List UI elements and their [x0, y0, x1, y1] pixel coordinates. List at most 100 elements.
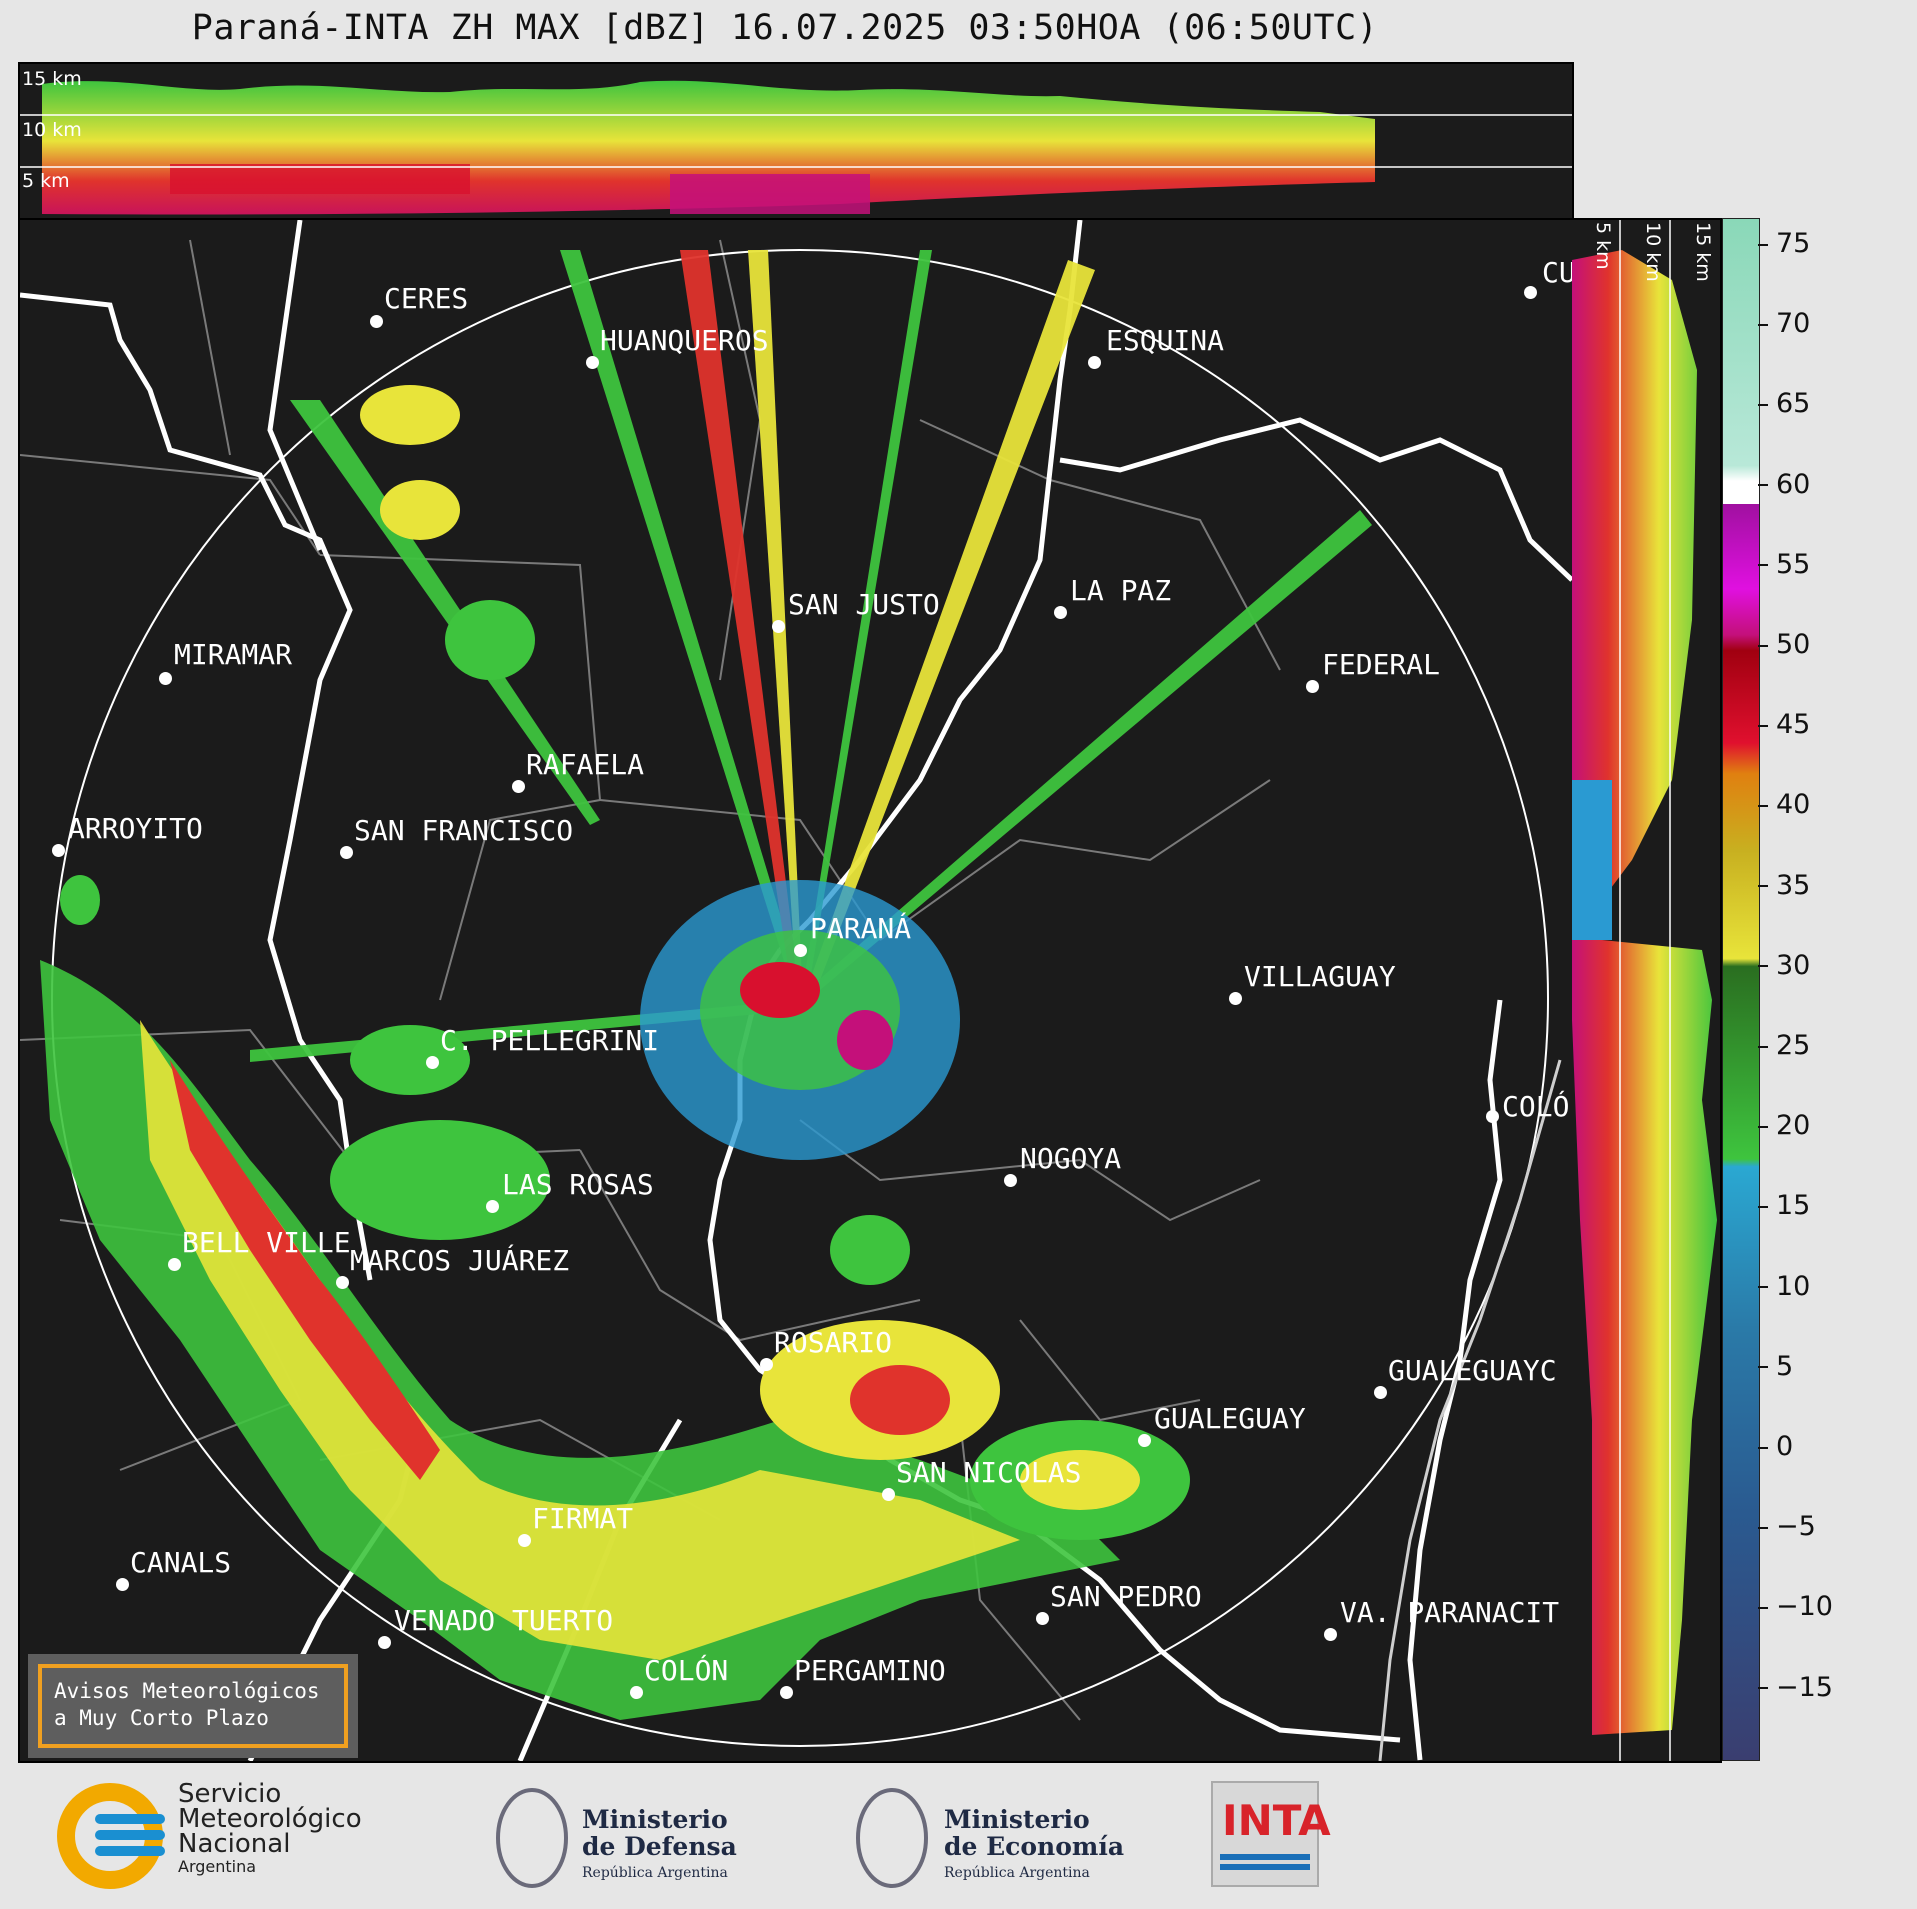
city-dot [378, 1636, 391, 1649]
economia-line-2: de Economía [944, 1832, 1125, 1861]
echo [380, 480, 460, 540]
city-label: COLÓN [644, 1654, 729, 1687]
colorbar-tick: 25 [1758, 1030, 1810, 1061]
radar-spikes [250, 250, 1372, 1062]
city-dot [780, 1686, 793, 1699]
colorbar-tick-label: 55 [1776, 548, 1811, 580]
height-label-5km: 5 km [22, 170, 70, 192]
city-label: MARCOS JUÁREZ [350, 1244, 570, 1277]
city-label: ARROYITO [68, 812, 203, 845]
side-height-label-10km: 10 km [1642, 222, 1664, 282]
smn-logo-wave [95, 1830, 165, 1840]
city-dot [159, 672, 172, 685]
colorbar-tick-label: 5 [1776, 1350, 1794, 1382]
city-dot [1088, 356, 1101, 369]
city-dot [340, 846, 353, 859]
side-echo-band [1572, 250, 1717, 1735]
city-label: SAN PEDRO [1050, 1580, 1202, 1613]
colorbar-tick: 10 [1758, 1271, 1810, 1302]
city-dot [486, 1200, 499, 1213]
city-label: ESQUINA [1106, 324, 1225, 357]
notice-line-1: Avisos Meteorológicos [54, 1679, 320, 1703]
side-cross-section-plot [1572, 220, 1717, 1761]
logo-graphics [57, 1781, 1319, 1889]
colorbar-tick-label: 75 [1776, 228, 1811, 259]
top-echo-core [670, 174, 870, 214]
city-label: CANALS [130, 1546, 232, 1579]
colorbar-tick: 35 [1758, 870, 1810, 901]
echo [740, 962, 820, 1018]
city-dot [1374, 1386, 1387, 1399]
colorbar-tick: 45 [1758, 709, 1810, 740]
city-dot [794, 944, 807, 957]
city-label: SAN NICOLAS [896, 1456, 1082, 1489]
city-dot [116, 1578, 129, 1591]
inta-logo-bar [1220, 1864, 1310, 1870]
map-title: Paraná-INTA ZH MAX [dBZ] 16.07.2025 03:5… [191, 8, 1379, 48]
city-label: CERES [384, 282, 469, 315]
colorbar-tick-label: 70 [1776, 308, 1811, 340]
city-dot [336, 1276, 349, 1289]
colorbar-tick: 55 [1758, 549, 1810, 580]
city-label: PARANÁ [810, 912, 912, 945]
economia-shield-icon [856, 1788, 928, 1888]
colorbar-tick: −15 [1758, 1672, 1833, 1703]
colorbar-tick-label: 45 [1776, 709, 1811, 741]
smn-logo-wave [95, 1814, 165, 1824]
economia-line-1: Ministerio [944, 1805, 1090, 1834]
city-dot [1054, 606, 1067, 619]
side-height-label-5km: 5 km [1592, 222, 1614, 270]
inta-logo-text: INTA [1222, 1796, 1331, 1845]
river-uruguay [1378, 1059, 1562, 1761]
notice-box[interactable]: Avisos Meteorológicos a Muy Corto Plazo [28, 1654, 358, 1758]
smn-line-2: Meteorológico [178, 1804, 362, 1834]
city-label: NOGOYA [1020, 1142, 1122, 1175]
city-dot [370, 315, 383, 328]
city-label: CU [1542, 256, 1574, 289]
top-cross-section: 15 km 10 km 5 km [18, 62, 1574, 220]
colorbar-tick-label: 40 [1776, 789, 1811, 821]
city-dot [1524, 286, 1537, 299]
smn-line-4: Argentina [178, 1857, 257, 1876]
defensa-line-2: de Defensa [582, 1832, 737, 1861]
notice-frame: Avisos Meteorológicos a Muy Corto Plazo [38, 1664, 348, 1748]
colorbar-tick-label: 30 [1776, 949, 1811, 981]
defensa-line-1: Ministerio [582, 1805, 728, 1834]
colorbar-tick: −10 [1758, 1591, 1833, 1622]
echo-north-cells [60, 385, 535, 925]
echo-band-southwest [40, 960, 1190, 1720]
echo [445, 600, 535, 680]
echo [1020, 1450, 1140, 1510]
colorbar-gradient [1723, 219, 1759, 1760]
spike [804, 250, 932, 980]
smn-logo-wave [95, 1846, 165, 1856]
side-echo-clutter [1572, 780, 1612, 940]
colorbar-tick-label: 50 [1776, 629, 1811, 660]
echo [350, 1025, 470, 1095]
city-dot [1229, 992, 1242, 1005]
colorbar-tick: 30 [1758, 950, 1810, 981]
city-dot [1138, 1434, 1151, 1447]
city-dot [512, 780, 525, 793]
spike [560, 250, 800, 980]
city-dot [1486, 1110, 1499, 1123]
colorbar-tick-label: −15 [1776, 1671, 1833, 1703]
city-dot [1004, 1174, 1017, 1187]
colorbar-tick: 60 [1758, 469, 1810, 500]
colorbar-tick: 65 [1758, 388, 1810, 419]
spike [290, 400, 600, 825]
echo-clutter [330, 880, 960, 1240]
city-label: FEDERAL [1322, 648, 1441, 681]
colorbar-tick-label: 20 [1776, 1110, 1811, 1142]
logo-strip: Servicio Meteorológico Nacional Argentin… [0, 1762, 1917, 1909]
colorbar-tick-label: 60 [1776, 468, 1811, 500]
smn-line-1: Servicio [178, 1779, 282, 1809]
city-label: FIRMAT [532, 1502, 634, 1535]
echo [140, 1020, 1020, 1660]
spike [748, 250, 802, 980]
echo [60, 875, 100, 925]
radar-map: CERES HUANQUEROS ESQUINA CU SAN JUSTO LA… [18, 218, 1574, 1763]
defensa-line-3: República Argentina [582, 1865, 728, 1881]
city-label: C. PELLEGRINI [440, 1024, 660, 1057]
city-label: HUANQUEROS [600, 324, 769, 357]
